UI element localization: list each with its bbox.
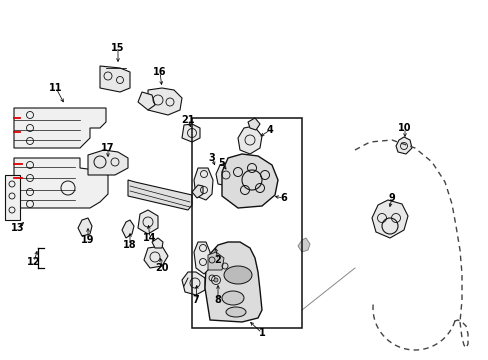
- Text: 15: 15: [111, 43, 124, 53]
- Text: 8: 8: [214, 295, 221, 305]
- Polygon shape: [207, 252, 224, 270]
- Polygon shape: [14, 108, 106, 148]
- Text: 5: 5: [218, 158, 225, 168]
- Polygon shape: [138, 210, 158, 234]
- Polygon shape: [78, 218, 92, 236]
- Polygon shape: [148, 88, 182, 115]
- Text: 20: 20: [155, 263, 168, 273]
- Polygon shape: [152, 238, 163, 248]
- Polygon shape: [88, 150, 128, 175]
- Polygon shape: [128, 180, 192, 210]
- Text: 1: 1: [258, 328, 265, 338]
- Ellipse shape: [222, 291, 244, 305]
- Polygon shape: [247, 118, 260, 130]
- Text: 12: 12: [27, 257, 41, 267]
- Text: 13: 13: [11, 223, 25, 233]
- Circle shape: [214, 278, 218, 282]
- Polygon shape: [122, 220, 134, 238]
- Polygon shape: [194, 168, 213, 200]
- Text: 4: 4: [266, 125, 273, 135]
- Polygon shape: [182, 272, 204, 295]
- Polygon shape: [5, 175, 20, 220]
- Text: 7: 7: [192, 295, 199, 305]
- Polygon shape: [138, 92, 155, 110]
- Text: 6: 6: [280, 193, 287, 203]
- Polygon shape: [204, 242, 262, 322]
- Polygon shape: [297, 238, 309, 252]
- Polygon shape: [395, 137, 411, 154]
- Text: 2: 2: [214, 255, 221, 265]
- Polygon shape: [100, 66, 130, 92]
- Polygon shape: [207, 270, 224, 288]
- Polygon shape: [216, 163, 234, 186]
- Text: 10: 10: [397, 123, 411, 133]
- Polygon shape: [371, 200, 407, 238]
- Text: 11: 11: [49, 83, 62, 93]
- Ellipse shape: [225, 307, 245, 317]
- Text: 14: 14: [143, 233, 157, 243]
- Text: 19: 19: [81, 235, 95, 245]
- Ellipse shape: [224, 266, 251, 284]
- Text: 9: 9: [388, 193, 395, 203]
- Text: 21: 21: [181, 115, 194, 125]
- Polygon shape: [192, 185, 203, 198]
- Text: 16: 16: [153, 67, 166, 77]
- Polygon shape: [182, 124, 200, 142]
- Polygon shape: [14, 158, 108, 208]
- Polygon shape: [238, 126, 262, 154]
- Polygon shape: [194, 242, 209, 274]
- Bar: [192, 118, 302, 328]
- Text: 18: 18: [123, 240, 137, 250]
- Text: 3: 3: [208, 153, 215, 163]
- Polygon shape: [222, 154, 278, 208]
- Text: 17: 17: [101, 143, 115, 153]
- Polygon shape: [143, 246, 168, 268]
